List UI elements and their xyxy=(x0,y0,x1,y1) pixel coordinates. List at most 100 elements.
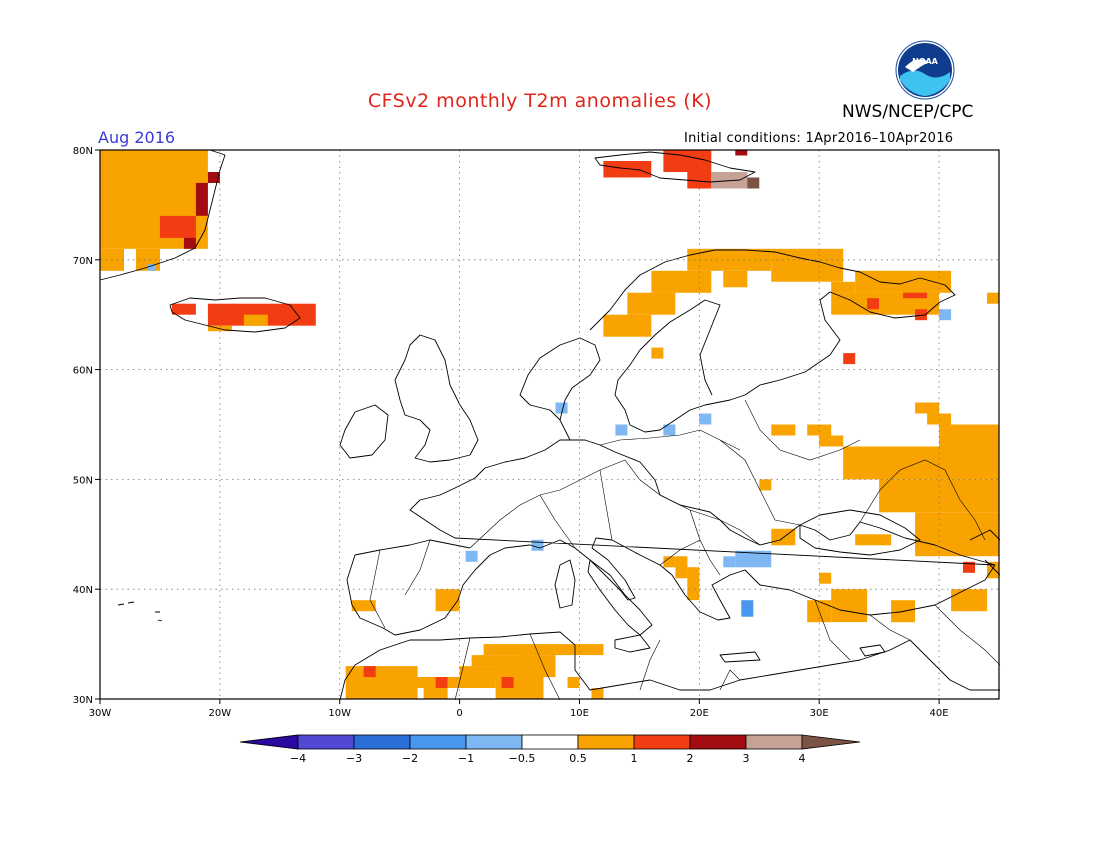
coastline-british-isles xyxy=(339,334,479,463)
grid-layer xyxy=(100,150,999,699)
anomaly-cell xyxy=(819,435,844,447)
anomaly-cell xyxy=(183,237,196,249)
anomaly-cell xyxy=(951,589,988,612)
colorbar-segment xyxy=(409,734,467,750)
anomaly-cell xyxy=(855,270,952,293)
colorbar-label: 3 xyxy=(743,752,750,765)
anomaly-cell xyxy=(531,539,544,551)
anomaly-cell xyxy=(723,556,736,568)
colorbar-label: −3 xyxy=(346,752,362,765)
anomaly-cell xyxy=(699,413,712,425)
coastline-crete xyxy=(719,651,761,663)
borders-layer xyxy=(369,399,1001,701)
initial-conditions-prefix: Initial conditions: xyxy=(684,131,802,146)
colorbar-segment xyxy=(745,734,803,750)
chart-title: CFSv2 monthly T2m anomalies (K) xyxy=(0,90,1090,112)
anomaly-cell xyxy=(501,677,514,688)
anomaly-cell xyxy=(939,309,952,321)
colorbar-label: 2 xyxy=(687,752,694,765)
lon-tick-label: 20W xyxy=(209,708,232,719)
coastline-sardinia xyxy=(554,559,576,609)
anomaly-cell xyxy=(663,150,712,172)
lon-tick-label: 30W xyxy=(89,708,112,719)
anomaly-cell xyxy=(159,215,196,238)
lon-tick-label: 20E xyxy=(690,708,709,719)
anomaly-cell xyxy=(591,688,604,699)
anomaly-cell xyxy=(171,303,196,315)
anomaly-cell xyxy=(831,281,856,293)
coastline-sicily xyxy=(614,634,651,653)
anomaly-cell xyxy=(435,677,448,688)
anomaly-cell xyxy=(687,567,700,601)
anomaly-cell xyxy=(423,688,448,699)
anomaly-cell xyxy=(687,248,772,271)
anomaly-cell xyxy=(615,424,628,436)
anomaly-cells-layer xyxy=(100,150,999,699)
anomaly-cell xyxy=(939,424,999,447)
coastline-svalbard xyxy=(594,151,756,183)
coastline-layer xyxy=(99,149,1001,701)
colorbar-segment xyxy=(353,734,411,750)
anomaly-cell xyxy=(843,446,999,480)
anomaly-cell xyxy=(459,666,532,678)
lon-tick-label: 0 xyxy=(456,708,462,719)
map-frame xyxy=(99,149,1000,700)
anomaly-cell xyxy=(843,353,856,365)
lat-tick-label: 30N xyxy=(73,695,93,706)
anomaly-cell xyxy=(243,314,268,326)
coastline-italy xyxy=(587,559,653,636)
anomaly-cell xyxy=(663,556,676,568)
colorbar-segment xyxy=(465,734,523,750)
colorbar-label: −2 xyxy=(402,752,418,765)
colorbar-segment xyxy=(633,734,691,750)
anomaly-cell xyxy=(147,264,156,271)
anomaly-cell xyxy=(987,561,999,579)
lon-tick-label: 40E xyxy=(930,708,949,719)
coastline-iceland xyxy=(169,297,301,333)
coastline-azores xyxy=(117,601,163,622)
anomaly-cell xyxy=(519,655,556,678)
month-label: Aug 2016 xyxy=(98,128,176,147)
colorbar-segment xyxy=(297,734,355,750)
anomaly-cell xyxy=(747,177,760,189)
colorbar-label: −4 xyxy=(290,752,306,765)
anomaly-cell xyxy=(663,424,676,436)
lon-tick-label: 30E xyxy=(810,708,829,719)
anomaly-cell xyxy=(435,589,460,612)
anomaly-cell xyxy=(807,424,832,436)
anomaly-cell xyxy=(483,644,604,656)
anomaly-cell xyxy=(351,600,376,612)
coastline-black-sea xyxy=(799,509,921,556)
anomaly-cell xyxy=(879,479,999,513)
anomaly-cell xyxy=(735,150,748,156)
axis-layer: 30W 20W 10W 0 10E 20E 30E 40E 80N 70N 60N 50N 40N 30N xyxy=(73,146,949,719)
country-borders xyxy=(369,399,1001,701)
anomaly-cell xyxy=(915,402,940,414)
anomaly-cell xyxy=(987,292,999,304)
anomaly-cell xyxy=(963,561,975,573)
agency-label: NWS/NCEP/CPC xyxy=(842,102,974,122)
anomaly-cell xyxy=(471,655,532,667)
colorbar-segment xyxy=(577,734,635,750)
coastline-caspian xyxy=(969,529,1001,576)
anomaly-cell xyxy=(741,600,754,617)
lat-tick-label: 70N xyxy=(73,256,93,267)
anomaly-cell xyxy=(903,292,928,299)
anomaly-cell xyxy=(207,172,220,183)
lat-tick-label: 60N xyxy=(73,366,93,377)
colorbar-label: 0.5 xyxy=(569,752,587,765)
initial-conditions-label: Initial conditions: 1Apr2016–10Apr2016 xyxy=(684,131,953,146)
anomaly-cell xyxy=(447,677,496,688)
anomaly-cell xyxy=(747,550,766,562)
anomaly-cell xyxy=(723,270,748,288)
anomaly-cell xyxy=(555,402,568,414)
anomaly-cell xyxy=(363,666,376,678)
anomaly-cell xyxy=(651,270,712,293)
lon-tick-label: 10W xyxy=(328,708,351,719)
coastline-africa xyxy=(339,631,1000,701)
coastline-europe xyxy=(346,439,996,636)
anomaly-cell xyxy=(867,298,880,310)
anomaly-cell xyxy=(651,347,664,359)
colorbar: −4 −3 −2 −1 −0.5 0.5 1 2 3 4 xyxy=(239,734,861,765)
